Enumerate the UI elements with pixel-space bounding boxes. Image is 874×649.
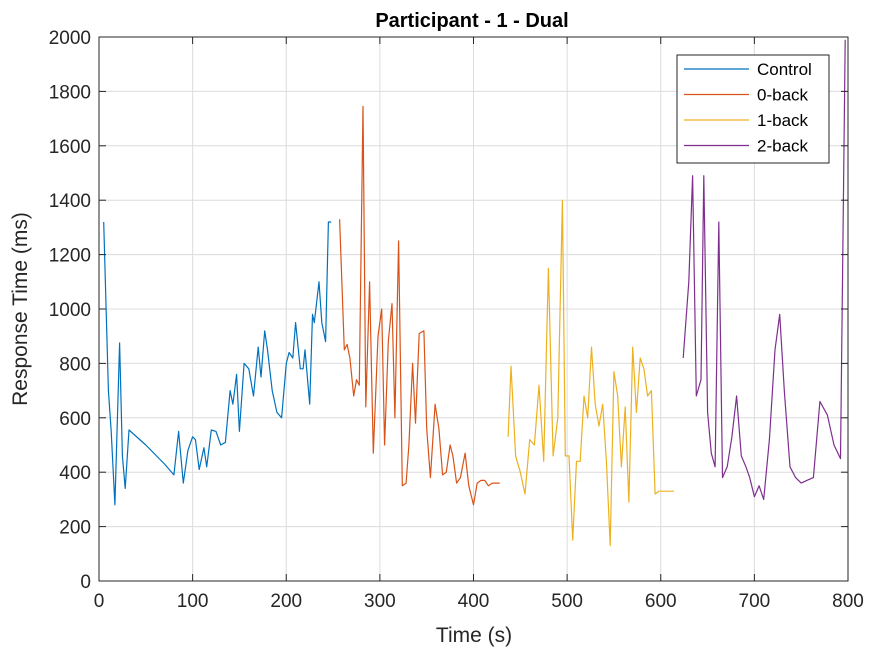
series-lines <box>103 39 846 547</box>
x-tick-label: 300 <box>364 591 396 612</box>
series-line-2-back <box>682 39 846 500</box>
series-line-1-back <box>507 199 674 547</box>
x-tick-label: 800 <box>832 591 864 612</box>
legend: Control 0-back 1-back 2-back <box>676 54 830 164</box>
y-tick-label: 600 <box>59 409 91 430</box>
y-tick-label: 1800 <box>49 82 91 103</box>
series-line-0-back <box>339 105 500 506</box>
grid <box>98 36 849 582</box>
x-tick-label: 500 <box>551 591 583 612</box>
y-tick-label: 400 <box>59 463 91 484</box>
legend-label-0-back: 0-back <box>757 86 809 105</box>
axes: 0 100 200 300 400 500 600 700 800 0 200 400 600 800 10… <box>49 28 864 612</box>
series-line-control <box>103 221 332 506</box>
x-tick-label: 200 <box>270 591 302 612</box>
y-tick-label: 1400 <box>49 191 91 212</box>
x-tick-label: 0 <box>94 591 105 612</box>
y-axis-title: Response Time (ms) <box>9 212 32 406</box>
x-tick-label: 100 <box>177 591 209 612</box>
y-tick-label: 800 <box>59 354 91 375</box>
y-tick-label: 1000 <box>49 300 91 321</box>
x-tick-label: 600 <box>645 591 677 612</box>
y-tick-label: 0 <box>80 572 91 593</box>
y-tick-label: 1200 <box>49 246 91 267</box>
y-tick-label: 200 <box>59 518 91 539</box>
x-axis-title: Time (s) <box>436 624 512 647</box>
y-tick-label: 1600 <box>49 137 91 158</box>
x-tick-label: 400 <box>458 591 490 612</box>
legend-label-2-back: 2-back <box>757 137 809 156</box>
legend-label-1-back: 1-back <box>757 111 809 130</box>
chart-title: Participant - 1 - Dual <box>375 10 568 32</box>
x-tick-label: 700 <box>739 591 771 612</box>
legend-label-control: Control <box>757 60 812 79</box>
y-tick-label: 2000 <box>49 28 91 49</box>
